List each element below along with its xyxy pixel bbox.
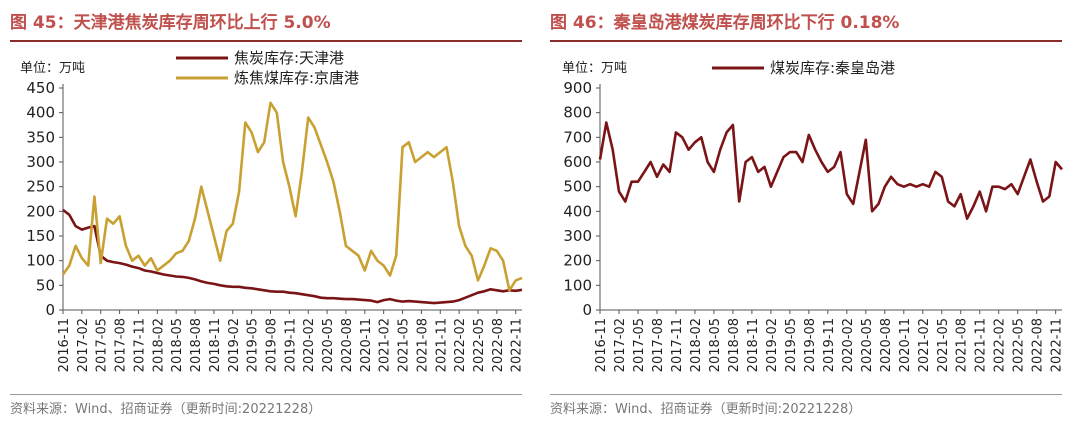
y-tick-label: 250 bbox=[26, 178, 55, 196]
y-tick-label: 150 bbox=[26, 227, 55, 245]
x-tick-label: 2018-08 bbox=[727, 318, 742, 372]
y-tick-label: 300 bbox=[26, 153, 55, 171]
x-tick-label: 2018-02 bbox=[689, 318, 704, 372]
x-tick-label: 2021-02 bbox=[917, 318, 932, 372]
x-tick-label: 2021-02 bbox=[378, 318, 393, 372]
x-tick-label: 2022-05 bbox=[1012, 318, 1027, 372]
x-tick-label: 2021-05 bbox=[936, 318, 951, 372]
x-tick-label: 2016-11 bbox=[594, 318, 609, 372]
x-tick-label: 2016-11 bbox=[57, 318, 72, 372]
unit-label: 单位：万吨 bbox=[562, 61, 627, 76]
x-tick-label: 2022-05 bbox=[472, 318, 487, 372]
y-tick-label: 200 bbox=[563, 252, 592, 270]
x-tick-label: 2019-08 bbox=[803, 318, 818, 372]
x-tick-label: 2022-02 bbox=[993, 318, 1008, 372]
title-divider bbox=[550, 40, 1062, 42]
source-note: 资料来源：Wind、招商证券（更新时间:20221228） bbox=[10, 402, 322, 417]
unit-label: 单位：万吨 bbox=[20, 61, 85, 76]
chart-svg: 单位：万吨 0 100 200 300 400 500 600 700 800 900 2016-11… bbox=[562, 59, 1065, 372]
x-tick-label: 2020-02 bbox=[302, 318, 317, 372]
x-tick-label: 2017-02 bbox=[613, 318, 628, 372]
x-tick-label: 2020-05 bbox=[860, 318, 875, 372]
x-tick-label: 2018-05 bbox=[170, 318, 185, 372]
chart-panel-left: 图 45：天津港焦炭库存周环比上行 5.0% 单位：万吨 0 50 100 150 200… bbox=[0, 0, 530, 424]
chart-svg: 单位：万吨 0 50 100 150 200 250 300 350 400 450 2016-11 2… bbox=[20, 49, 525, 372]
x-tick-label: 2020-11 bbox=[359, 318, 374, 372]
x-tick-label: 2021-11 bbox=[434, 318, 449, 372]
x-tick-label: 2017-08 bbox=[651, 318, 666, 372]
x-tick-label: 2019-11 bbox=[283, 318, 298, 372]
x-tick-label: 2021-08 bbox=[955, 318, 970, 372]
x-tick-label: 2019-05 bbox=[784, 318, 799, 372]
x-tick-label: 2017-11 bbox=[670, 318, 685, 372]
x-tick-label: 2017-02 bbox=[76, 318, 91, 372]
x-tick-label: 2018-11 bbox=[208, 318, 223, 372]
y-tick-label: 100 bbox=[26, 252, 55, 270]
x-tick-label: 2019-05 bbox=[246, 318, 261, 372]
x-tick-label: 2022-08 bbox=[491, 318, 506, 372]
series-line bbox=[61, 101, 523, 292]
x-tick-label: 2019-11 bbox=[822, 318, 837, 372]
chart-title: 图 46：秦皇岛港煤炭库存周环比下行 0.18% bbox=[550, 13, 900, 33]
x-tick-label: 2018-08 bbox=[189, 318, 204, 372]
x-tick-label: 2022-11 bbox=[510, 318, 525, 372]
x-tick-label: 2021-05 bbox=[397, 318, 412, 372]
x-tick-label: 2018-05 bbox=[708, 318, 723, 372]
x-tick-label: 2018-02 bbox=[151, 318, 166, 372]
title-divider bbox=[10, 40, 522, 42]
y-tick-label: 100 bbox=[563, 276, 592, 294]
series-line bbox=[598, 121, 1063, 220]
bottom-divider bbox=[550, 394, 1062, 395]
y-tick-label: 300 bbox=[563, 227, 592, 245]
series-line bbox=[62, 208, 523, 305]
y-tick-label: 600 bbox=[563, 153, 592, 171]
legend-label: 炼焦煤库存:京唐港 bbox=[234, 69, 359, 87]
source-note: 资料来源：Wind、招商证券（更新时间:20221228） bbox=[550, 402, 862, 417]
x-tick-label: 2020-08 bbox=[879, 318, 894, 372]
x-tick-label: 2020-05 bbox=[321, 318, 336, 372]
x-tick-label: 2017-05 bbox=[95, 318, 110, 372]
x-tick-label: 2021-08 bbox=[415, 318, 430, 372]
x-tick-label: 2019-08 bbox=[264, 318, 279, 372]
x-tick-label: 2020-08 bbox=[340, 318, 355, 372]
y-tick-label: 0 bbox=[45, 301, 55, 319]
x-tick-label: 2022-02 bbox=[453, 318, 468, 372]
chart-title: 图 45：天津港焦炭库存周环比上行 5.0% bbox=[10, 13, 331, 33]
x-tick-label: 2022-08 bbox=[1031, 318, 1046, 372]
y-tick-label: 500 bbox=[563, 178, 592, 196]
legend-label: 煤炭库存:秦皇岛港 bbox=[770, 59, 895, 77]
bottom-divider bbox=[10, 394, 522, 395]
legend-label: 焦炭库存:天津港 bbox=[234, 49, 344, 67]
x-tick-label: 2020-11 bbox=[898, 318, 913, 372]
x-tick-label: 2019-02 bbox=[765, 318, 780, 372]
y-tick-label: 0 bbox=[582, 301, 592, 319]
y-tick-label: 50 bbox=[36, 276, 55, 294]
x-tick-label: 2021-11 bbox=[974, 318, 989, 372]
x-tick-label: 2017-08 bbox=[114, 318, 129, 372]
y-tick-label: 800 bbox=[563, 104, 592, 122]
y-tick-label: 350 bbox=[26, 128, 55, 146]
y-tick-label: 400 bbox=[563, 202, 592, 220]
y-tick-label: 450 bbox=[26, 79, 55, 97]
x-tick-label: 2018-11 bbox=[746, 318, 761, 372]
chart-panel-right: 图 46：秦皇岛港煤炭库存周环比下行 0.18% 单位：万吨 0 100 200 300… bbox=[540, 0, 1070, 424]
x-tick-label: 2017-11 bbox=[132, 318, 147, 372]
x-tick-label: 2022-11 bbox=[1050, 318, 1065, 372]
y-tick-label: 900 bbox=[563, 79, 592, 97]
x-tick-label: 2017-05 bbox=[632, 318, 647, 372]
y-tick-label: 400 bbox=[26, 104, 55, 122]
x-tick-label: 2019-02 bbox=[227, 318, 242, 372]
y-tick-label: 200 bbox=[26, 202, 55, 220]
x-tick-label: 2020-02 bbox=[841, 318, 856, 372]
y-tick-label: 700 bbox=[563, 128, 592, 146]
